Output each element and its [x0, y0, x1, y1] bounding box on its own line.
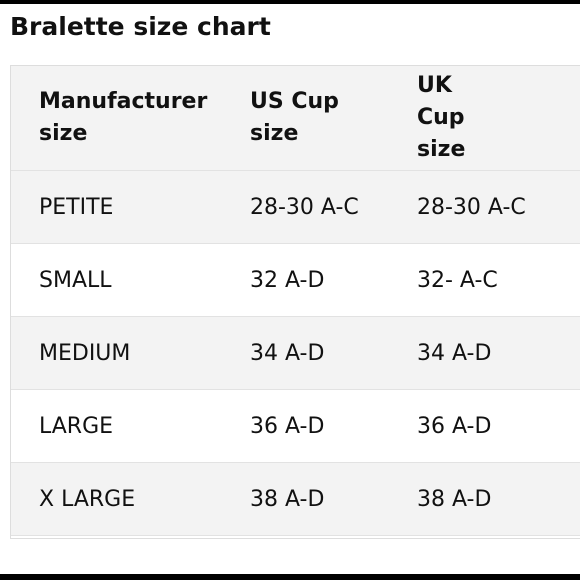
table-cell: X LARGE: [11, 462, 222, 536]
header-cell: Manufacturer size: [11, 66, 222, 171]
table-cell: 34 A-D: [222, 316, 389, 390]
table-cell: MEDIUM: [11, 316, 222, 390]
table-cell: 28-30 A-C: [389, 170, 580, 244]
table-cell: 38 A-D: [222, 462, 389, 536]
header-text: UK Cup size: [417, 73, 466, 162]
table-cell: 32 A-D: [222, 243, 389, 317]
table-cell: PETITE: [11, 170, 222, 244]
table-cell: LARGE: [11, 389, 222, 463]
header-text: US Cup size: [250, 89, 339, 146]
bottom-border: [0, 574, 580, 580]
table-cell: SMALL: [11, 243, 222, 317]
table-row: SMALL 32 A-D 32- A-C: [11, 243, 580, 317]
size-table: Manufacturer size US Cup size UK Cup size …: [11, 66, 580, 536]
header-row: Manufacturer size US Cup size UK Cup size: [11, 66, 580, 171]
table-row: X LARGE 38 A-D 38 A-D: [11, 462, 580, 536]
table-row: MEDIUM 34 A-D 34 A-D: [11, 316, 580, 390]
size-table-container: Manufacturer size US Cup size UK Cup size …: [10, 65, 580, 539]
table-cell: 28-30 A-C: [222, 170, 389, 244]
table-cell: 36 A-D: [222, 389, 389, 463]
header-cell: UK Cup size: [389, 66, 580, 171]
table-cell: 34 A-D: [389, 316, 580, 390]
header-text: Manufacturer size: [39, 89, 208, 146]
header-cell: US Cup size: [222, 66, 389, 171]
title: Bralette size chart: [10, 12, 271, 41]
table-cell: 38 A-D: [389, 462, 580, 536]
table-row: PETITE 28-30 A-C 28-30 A-C: [11, 170, 580, 244]
table-cell: 36 A-D: [389, 389, 580, 463]
top-border: [0, 0, 580, 4]
table-row: LARGE 36 A-D 36 A-D: [11, 389, 580, 463]
table-cell: 32- A-C: [389, 243, 580, 317]
